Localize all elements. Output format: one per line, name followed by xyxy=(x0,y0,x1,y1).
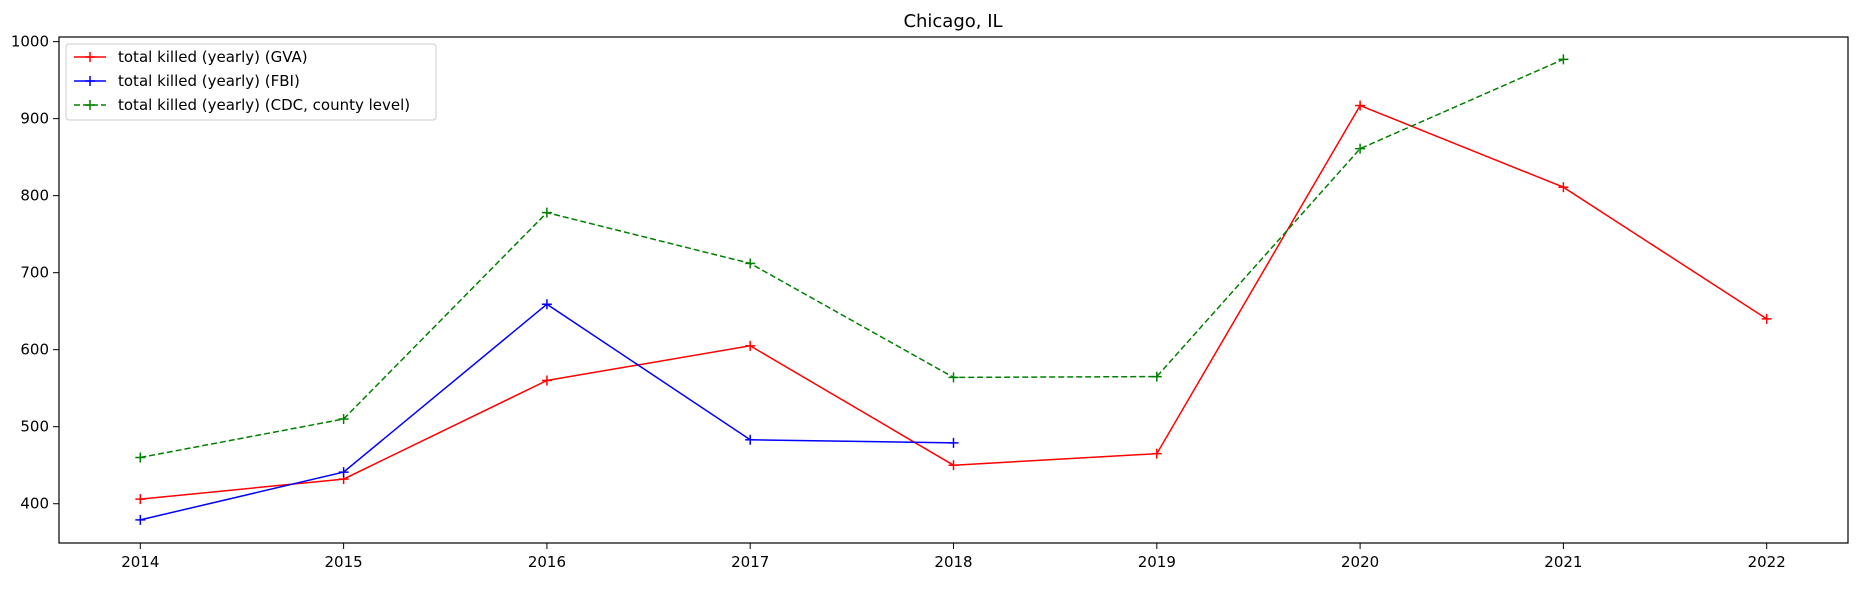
y-tick-label: 800 xyxy=(20,187,49,205)
axes: 2014 2015 2016 2017 2018 2019 2020 2021 2022 400 5… xyxy=(11,33,1849,571)
x-tick-label: 2016 xyxy=(528,553,566,571)
series-line xyxy=(140,58,1564,459)
x-tick-label: 2021 xyxy=(1544,553,1582,571)
legend: total killed (yearly) (GVA) total killed … xyxy=(65,43,437,121)
legend-box xyxy=(65,43,437,121)
series-1 xyxy=(135,299,959,525)
x-tick-label: 2014 xyxy=(121,553,159,571)
y-tick-label: 600 xyxy=(20,341,49,359)
x-tick-label: 2017 xyxy=(731,553,769,571)
legend-label: total killed (yearly) (GVA) xyxy=(118,48,308,66)
x-tick-label: 2020 xyxy=(1341,553,1379,571)
y-tick-label: 500 xyxy=(20,418,49,436)
y-tick-label: 400 xyxy=(20,495,49,513)
y-tick-label: 900 xyxy=(20,110,49,128)
series-layer xyxy=(135,54,1772,525)
legend-label: total killed (yearly) (FBI) xyxy=(118,72,300,90)
x-tick-label: 2018 xyxy=(934,553,972,571)
x-tick-label: 2022 xyxy=(1748,553,1786,571)
chart-title: Chicago, IL xyxy=(903,11,1002,32)
y-tick-label: 1000 xyxy=(11,33,49,51)
x-tick-label: 2019 xyxy=(1138,553,1176,571)
legend-label: total killed (yearly) (CDC, county level… xyxy=(118,96,410,114)
series-2 xyxy=(135,54,1569,463)
x-tick-label: 2015 xyxy=(325,553,363,571)
y-tick-label: 700 xyxy=(20,264,49,282)
series-0 xyxy=(135,100,1772,505)
